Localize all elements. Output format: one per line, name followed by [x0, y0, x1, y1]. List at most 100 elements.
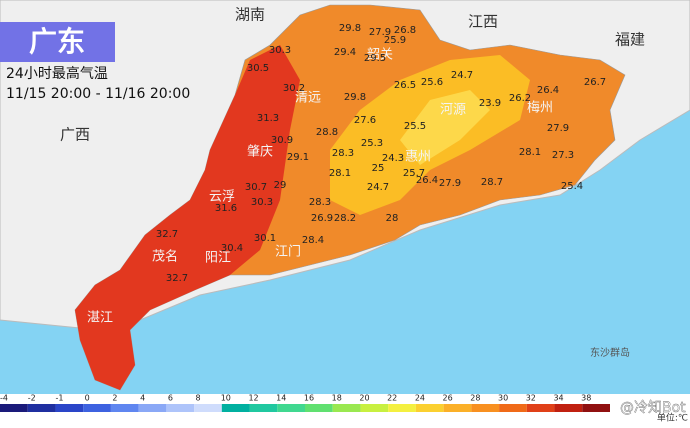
region-label: 江西 [468, 13, 498, 31]
legend-tick-label: 6 [168, 394, 173, 403]
legend-swatch [526, 404, 555, 412]
station-value: 29.8 [339, 23, 361, 34]
legend-tick-label: 0 [85, 394, 90, 403]
station-value: 28.2 [334, 213, 356, 224]
station-value: 28.1 [329, 168, 351, 179]
station-value: 30.1 [254, 233, 276, 244]
legend-swatch [194, 404, 222, 412]
legend-swatch [499, 404, 527, 412]
station-value: 32.7 [156, 229, 178, 240]
province-lightyellow [400, 90, 490, 165]
legend-tick-label: 32 [526, 394, 536, 403]
city-label: 江门 [275, 245, 301, 260]
station-value: 26.4 [537, 85, 559, 96]
station-value: 25.7 [403, 168, 425, 179]
legend-tick-label: 2 [112, 394, 117, 403]
station-value: 28.3 [309, 197, 331, 208]
station-value: 26.8 [394, 25, 416, 36]
station-value: 24.7 [451, 70, 473, 81]
legend-tick-label: 14 [276, 394, 286, 403]
city-label: 惠州 [405, 150, 431, 165]
station-value: 27.9 [369, 27, 391, 38]
station-value: 27.9 [439, 178, 461, 189]
city-label: 阳江 [205, 251, 231, 266]
period: 11/15 20:00 - 11/16 20:00 [6, 86, 190, 102]
station-value: 29.5 [364, 53, 386, 64]
legend-tick-label: 4 [140, 394, 145, 403]
legend-tick-label: 20 [359, 394, 369, 403]
legend-swatch [55, 404, 84, 412]
station-value: 25.6 [421, 77, 443, 88]
legend-tick-label: 34 [553, 394, 563, 403]
legend-swatch [360, 404, 389, 412]
station-value: 27.3 [552, 150, 574, 161]
title: 广东 [29, 25, 85, 58]
legend-swatch [27, 404, 56, 412]
station-value: 29.8 [344, 92, 366, 103]
legend-tick-label: 38 [581, 394, 591, 403]
station-value: 26.9 [311, 213, 333, 224]
watermark: @冷知Bot [620, 399, 686, 416]
region-label: 湖南 [235, 6, 265, 24]
legend-swatch [582, 404, 610, 412]
station-value: 23.9 [479, 98, 501, 109]
legend-swatch [83, 404, 111, 412]
station-value: 29.1 [287, 152, 309, 163]
legend-swatch [471, 404, 500, 412]
province-red [75, 45, 300, 390]
legend-swatch [443, 404, 472, 412]
station-value: 28.7 [481, 177, 503, 188]
legend-tick-label: -4 [0, 394, 8, 403]
region-label: 广西 [60, 126, 90, 144]
station-value: 24.7 [367, 182, 389, 193]
legend-swatch [277, 404, 305, 412]
station-value: 28.3 [332, 148, 354, 159]
station-value: 31.6 [215, 203, 237, 214]
station-value: 25.5 [404, 121, 426, 132]
legend-unit: 单位:℃ [657, 412, 688, 424]
legend-swatch [138, 404, 167, 412]
station-value: 30.7 [245, 182, 267, 193]
station-value: 28.8 [316, 127, 338, 138]
city-label: 韶关 [367, 47, 393, 63]
station-value: 25 [372, 163, 385, 174]
city-label: 茂名 [152, 249, 178, 265]
station-value: 25.9 [384, 35, 406, 46]
station-value: 30.3 [251, 197, 273, 208]
station-value: 30.3 [269, 45, 291, 56]
station-value: 27.6 [354, 115, 376, 126]
legend-swatch [249, 404, 278, 412]
station-value: 30.4 [221, 243, 243, 254]
legend-swatch [221, 404, 250, 412]
city-label: 湛江 [87, 311, 113, 326]
station-value: 27.9 [547, 123, 569, 134]
station-value: 26.5 [394, 80, 416, 91]
legend-tick-label: 18 [332, 394, 342, 403]
legend-swatch [166, 404, 195, 412]
station-value: 25.4 [561, 181, 583, 192]
station-value: 30.9 [271, 135, 293, 146]
station-value: 26.4 [416, 175, 438, 186]
legend-tick-label: 26 [443, 394, 453, 403]
legend-tick-label: 24 [415, 394, 425, 403]
station-value: 28.1 [519, 147, 541, 158]
legend-tick-label: -1 [55, 394, 63, 403]
subtitle: 24小时最高气温 [6, 65, 108, 82]
region-label: 福建 [615, 31, 645, 49]
station-value: 30.2 [283, 83, 305, 94]
station-value: 30.5 [247, 63, 269, 74]
legend-swatch [388, 404, 416, 412]
city-label: 清远 [295, 91, 321, 106]
legend-tick-label: 30 [498, 394, 508, 403]
city-label: 肇庆 [247, 145, 273, 160]
city-label: 云浮 [209, 190, 235, 205]
city-label: 东沙群岛 [590, 346, 630, 359]
city-label: 河源 [440, 103, 466, 118]
station-value: 29 [274, 180, 287, 191]
station-value: 28.4 [302, 235, 324, 246]
title-box [0, 22, 115, 62]
station-value: 29.4 [334, 47, 356, 58]
legend-tick-label: 8 [196, 394, 201, 403]
legend-swatch [305, 404, 333, 412]
